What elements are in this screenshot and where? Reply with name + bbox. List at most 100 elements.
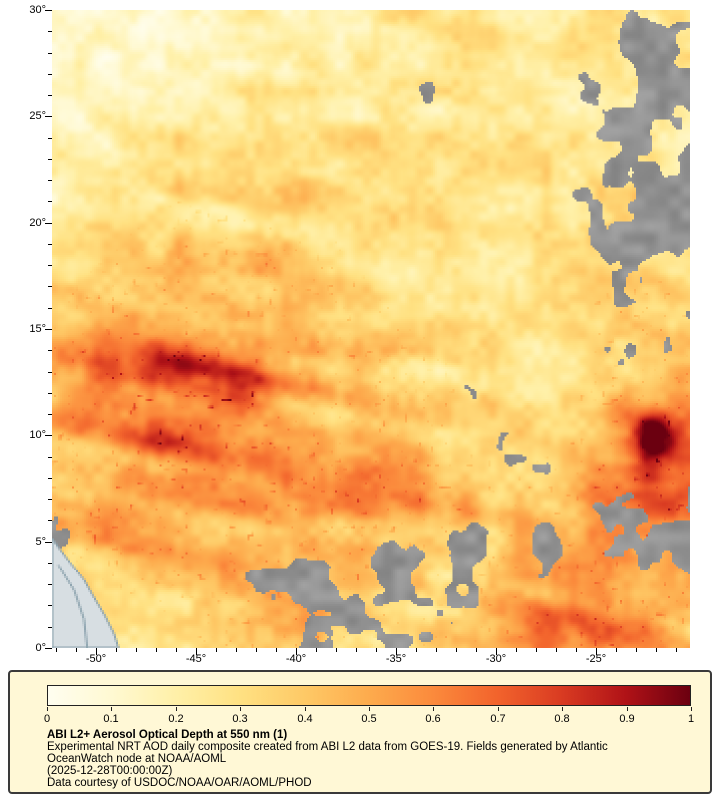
axis-tick — [45, 329, 52, 330]
colorbar-tick — [111, 707, 112, 711]
legend-title: ABI L2+ Aerosol Optical Depth at 550 nm … — [47, 729, 288, 741]
axis-tick — [236, 648, 237, 652]
colorbar-tick-label: 0.6 — [425, 713, 441, 725]
colorbar-tick — [305, 707, 306, 711]
colorbar-tick-label: 0.5 — [361, 713, 377, 725]
colorbar-tick — [240, 707, 241, 711]
axis-tick — [416, 648, 417, 652]
legend-panel: ABI L2+ Aerosol Optical Depth at 550 nm … — [8, 670, 712, 794]
axis-tick — [48, 159, 52, 160]
axis-tick — [45, 116, 52, 117]
axis-tick — [676, 648, 677, 652]
legend-description-line2: OceanWatch node at NOAA/AOML — [47, 753, 227, 765]
aod-map-canvas — [52, 10, 690, 648]
lon-tick-label: -30° — [485, 653, 507, 665]
colorbar-tick — [433, 707, 434, 711]
axis-tick — [396, 648, 397, 655]
colorbar-tick — [369, 707, 370, 711]
axis-tick — [48, 457, 52, 458]
axis-tick — [536, 648, 537, 652]
lon-tick-label: -45° — [185, 653, 207, 665]
axis-tick — [116, 648, 117, 652]
lat-tick-label: 25° — [29, 110, 46, 122]
lon-tick-label: -35° — [385, 653, 407, 665]
axis-tick — [76, 648, 77, 652]
axis-tick — [48, 180, 52, 181]
axis-tick — [48, 605, 52, 606]
axis-tick — [596, 648, 597, 655]
colorbar-tick — [498, 707, 499, 711]
legend-credit: Data courtesy of USDOC/NOAA/OAR/AOML/PHO… — [47, 777, 312, 789]
colorbar-tick-label: 0.1 — [103, 713, 119, 725]
lon-tick-label: -25° — [585, 653, 607, 665]
colorbar-tick-label: 0.4 — [297, 713, 313, 725]
axis-tick — [516, 648, 517, 652]
axis-tick — [48, 201, 52, 202]
axis-tick — [336, 648, 337, 652]
axis-tick — [48, 53, 52, 54]
colorbar-tick-label: 0 — [43, 713, 51, 725]
axis-tick — [45, 435, 52, 436]
lat-tick-label: 5° — [35, 536, 46, 548]
axis-tick — [476, 648, 477, 652]
axis-tick — [436, 648, 437, 652]
axis-tick — [496, 648, 497, 655]
axis-tick — [48, 563, 52, 564]
axis-tick — [48, 478, 52, 479]
axis-tick — [45, 648, 52, 649]
axis-tick — [656, 648, 657, 652]
colorbar-tick-label: 0.2 — [168, 713, 184, 725]
axis-tick — [176, 648, 177, 652]
axis-tick — [556, 648, 557, 652]
legend-timestamp: (2025-12-28T00:00:00Z) — [47, 765, 173, 777]
axis-tick — [576, 648, 577, 652]
axis-tick — [48, 584, 52, 585]
axis-tick — [636, 648, 637, 652]
axis-tick — [296, 648, 297, 655]
axis-tick — [48, 95, 52, 96]
lon-tick-label: -40° — [285, 653, 307, 665]
axis-tick — [136, 648, 137, 652]
legend-description-line1: Experimental NRT AOD daily composite cre… — [47, 741, 608, 753]
axis-tick — [48, 138, 52, 139]
axis-tick — [616, 648, 617, 652]
colorbar-tick-label: 0.3 — [232, 713, 248, 725]
lat-tick-label: 10° — [29, 429, 46, 441]
colorbar-tick-label: 0.8 — [554, 713, 570, 725]
colorbar-tick-label: 0.7 — [490, 713, 506, 725]
axis-tick — [256, 648, 257, 652]
lat-tick-label: 20° — [29, 217, 46, 229]
axis-tick — [376, 648, 377, 652]
axis-tick — [216, 648, 217, 652]
axis-tick — [48, 520, 52, 521]
axis-tick — [276, 648, 277, 652]
colorbar-tick — [691, 707, 692, 711]
axis-tick — [96, 648, 97, 655]
axis-tick — [45, 542, 52, 543]
legend-text: ABI L2+ Aerosol Optical Depth at 550 nm … — [47, 729, 697, 789]
lon-tick-label: -50° — [85, 653, 107, 665]
colorbar-tick — [562, 707, 563, 711]
lat-tick-label: 15° — [29, 323, 46, 335]
axis-tick — [48, 244, 52, 245]
lat-tick-label: 30° — [29, 4, 46, 16]
axis-tick — [48, 372, 52, 373]
colorbar-tick-label: 0.9 — [619, 713, 635, 725]
axis-tick — [48, 308, 52, 309]
colorbar-tick — [627, 707, 628, 711]
axis-tick — [156, 648, 157, 652]
colorbar-tick-label: 1 — [687, 713, 695, 725]
axis-tick — [48, 499, 52, 500]
axis-tick — [56, 648, 57, 652]
colorbar-tick — [176, 707, 177, 711]
colorbar — [47, 685, 691, 706]
axis-tick — [48, 74, 52, 75]
axis-tick — [45, 10, 52, 11]
axis-tick — [356, 648, 357, 652]
colorbar-tick — [47, 707, 48, 711]
axis-tick — [48, 286, 52, 287]
axis-tick — [45, 223, 52, 224]
axis-tick — [48, 265, 52, 266]
axis-tick — [48, 393, 52, 394]
